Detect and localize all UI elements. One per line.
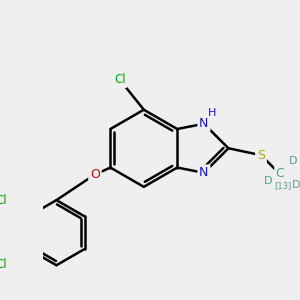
Text: O: O xyxy=(90,168,100,181)
Text: Cl: Cl xyxy=(0,258,7,271)
Text: H: H xyxy=(208,109,217,118)
Text: Cl: Cl xyxy=(114,73,126,86)
Text: N: N xyxy=(199,166,208,179)
Text: Cl: Cl xyxy=(0,194,7,208)
Text: S: S xyxy=(257,148,265,162)
Text: N: N xyxy=(199,117,208,130)
Text: [13]: [13] xyxy=(274,182,291,190)
Text: D: D xyxy=(292,180,300,190)
Text: C: C xyxy=(275,167,284,181)
Text: D: D xyxy=(264,176,272,186)
Text: D: D xyxy=(289,156,298,166)
